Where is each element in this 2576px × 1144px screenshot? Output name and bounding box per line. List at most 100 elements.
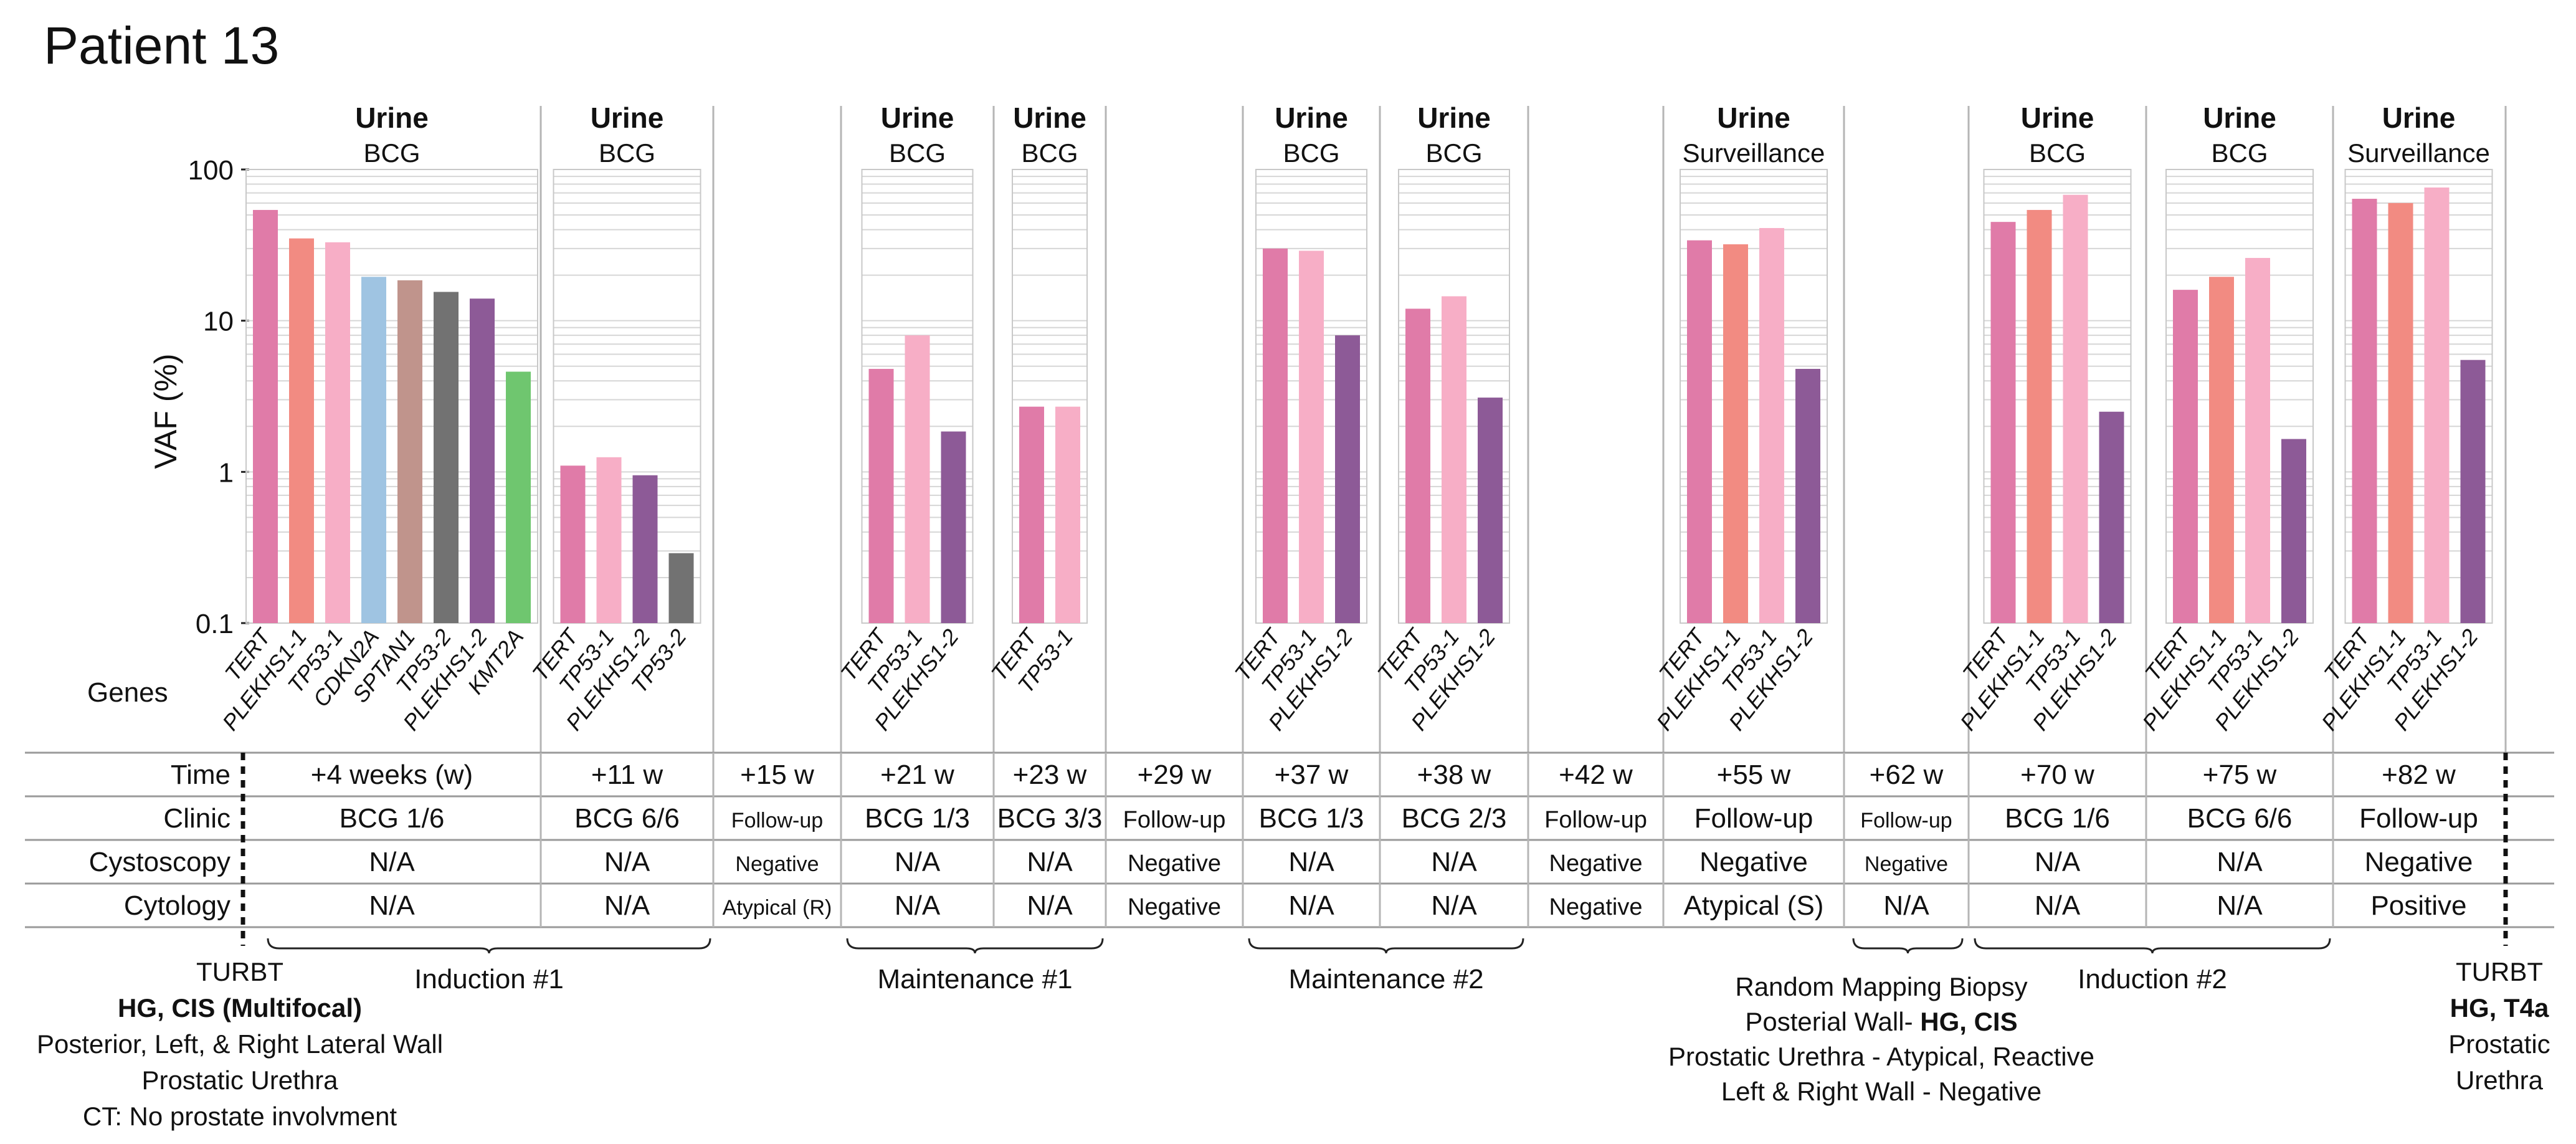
panel-subtitle: BCG (2029, 138, 2086, 168)
bar-plekhs1-2 (470, 298, 495, 623)
panel-subtitle: BCG (363, 138, 420, 168)
panel-subtitle: BCG (2211, 138, 2268, 168)
table-cell-clinic: BCG 1/6 (2005, 803, 2110, 834)
bar-plekhs1-2 (2281, 439, 2306, 623)
table-cell-clinic: Follow-up (1860, 809, 1952, 832)
bar-tp53-2 (668, 553, 694, 623)
table-cell-clinic: BCG 1/6 (340, 803, 445, 834)
vaf-panel: UrineBCGTERTPLEKHS1-1TP53-1CDKN2ASPTAN1T… (217, 102, 538, 735)
turbt-right-title: TURBT (2456, 957, 2543, 986)
table-cell-cystoscopy: Negative (2365, 847, 2473, 877)
table-cell-time: +62 w (1870, 760, 1944, 790)
turbt-left-line: CT: No prostate involvment (83, 1102, 397, 1131)
panel-frame (553, 169, 701, 624)
bar-kmt2a (506, 371, 531, 623)
bar-plekhs1-2 (1335, 335, 1360, 623)
table-cell-cytology: Positive (2370, 890, 2466, 921)
table-cell-time: +38 w (1417, 760, 1491, 790)
panel-frame (2165, 169, 2314, 624)
table-cell-cystoscopy: Negative (1699, 847, 1808, 877)
biopsy-posterior-prefix: Posterial Wall- (1745, 1007, 1920, 1036)
table-row-label: Cytology (124, 890, 231, 921)
phase-label: Induction #1 (414, 964, 564, 994)
table-cell-cystoscopy: N/A (1431, 847, 1477, 877)
clinical-timeline-table: Time Clinic Cystoscopy Cytology +4 weeks (w)… (25, 751, 2554, 946)
table-cell-time: +75 w (2203, 760, 2277, 790)
phase-label: Induction #2 (2078, 964, 2227, 994)
table-cell-time: +23 w (1013, 760, 1087, 790)
column-separators (539, 106, 2507, 753)
table-cell-cystoscopy: N/A (1288, 847, 1334, 877)
bar-tp53-1 (2063, 194, 2088, 623)
treatment-phase-brackets: Induction #1 Maintenance #1 Maintenance #2… (267, 938, 2331, 994)
biopsy-posterior-wall: Posterial Wall- HG, CIS (1745, 1007, 2017, 1036)
table-cell-cystoscopy: N/A (2035, 847, 2081, 877)
panel-title: Urine (1013, 102, 1086, 134)
table-cell-clinic: BCG 1/3 (865, 803, 970, 834)
biopsy-title: Random Mapping Biopsy (1735, 972, 2027, 1001)
vaf-panels: UrineBCGTERTPLEKHS1-1TP53-1CDKN2ASPTAN1T… (217, 102, 2493, 735)
table-cell-time: +11 w (591, 760, 663, 790)
bar-plekhs1-1 (2388, 203, 2413, 623)
table-row-label: Time (171, 760, 231, 790)
bar-tert (253, 209, 278, 624)
table-cell-cystoscopy: Negative (1549, 851, 1643, 877)
panel-title: Urine (1717, 102, 1790, 134)
bar-tp53-1 (325, 242, 350, 624)
bar-tp53-1 (2424, 187, 2450, 623)
bar-plekhs1-2 (632, 475, 658, 623)
table-cell-time: +15 w (740, 760, 814, 790)
y-tick-label: 10 (203, 307, 234, 337)
phase-bracket (1852, 938, 1964, 954)
table-cell-cystoscopy: N/A (369, 847, 415, 877)
panel-title: Urine (2021, 102, 2094, 134)
table-cell-cystoscopy: Negative (735, 852, 819, 876)
table-cell-clinic: BCG 2/3 (1402, 803, 1507, 834)
table-cell-time: +55 w (1717, 760, 1791, 790)
y-tick-label: 100 (188, 155, 234, 186)
bar-plekhs1-2 (2460, 360, 2486, 623)
bar-tp53-1 (596, 457, 622, 623)
table-cell-time: +29 w (1138, 760, 1212, 790)
table-cell-time: +82 w (2382, 760, 2456, 790)
table-cell-time: +21 w (880, 760, 954, 790)
vaf-panel: UrineSurveillanceTERTPLEKHS1-1TP53-1PLEK… (1651, 102, 1828, 735)
table-cell-cytology: N/A (895, 890, 941, 921)
panel-subtitle: BCG (1283, 138, 1339, 168)
biopsy-line: Prostatic Urethra - Atypical, Reactive (1668, 1042, 2094, 1071)
table-cell-time: +42 w (1559, 760, 1633, 790)
table-cell-clinic: BCG 6/6 (2187, 803, 2293, 834)
phase-label: Maintenance #2 (1288, 964, 1483, 994)
y-tick-label: 1 (219, 457, 234, 488)
table-cell-cytology: N/A (369, 890, 415, 921)
table-cell-cytology: N/A (2035, 890, 2081, 921)
panel-frame (2344, 169, 2493, 624)
panel-frame (245, 169, 538, 624)
bar-plekhs1-1 (289, 238, 314, 623)
phase-bracket (1974, 938, 2331, 954)
panel-title: Urine (2203, 102, 2276, 134)
bar-tp53-1 (2245, 257, 2270, 624)
figure-title: Patient 13 (44, 16, 279, 75)
table-row-label: Clinic (163, 803, 231, 834)
phase-bracket (267, 938, 711, 954)
bar-sptan1 (397, 280, 422, 623)
bar-plekhs1-2 (1795, 369, 1820, 623)
bar-plekhs1-2 (941, 431, 966, 623)
table-cell-cystoscopy: Negative (1865, 852, 1948, 876)
table-cell-cytology: N/A (1288, 890, 1334, 921)
panel-frame (1012, 169, 1088, 624)
y-tick-label: 0.1 (196, 609, 234, 639)
table-cell-cystoscopy: N/A (895, 847, 941, 877)
bar-tert (1263, 248, 1288, 623)
table-cell-time: +70 w (2020, 760, 2094, 790)
bar-tp53-1 (1055, 406, 1080, 623)
panel-subtitle: Surveillance (1683, 138, 1825, 168)
panel-frame (1680, 169, 1828, 624)
panel-subtitle: BCG (1425, 138, 1482, 168)
bar-plekhs1-1 (2027, 209, 2052, 624)
